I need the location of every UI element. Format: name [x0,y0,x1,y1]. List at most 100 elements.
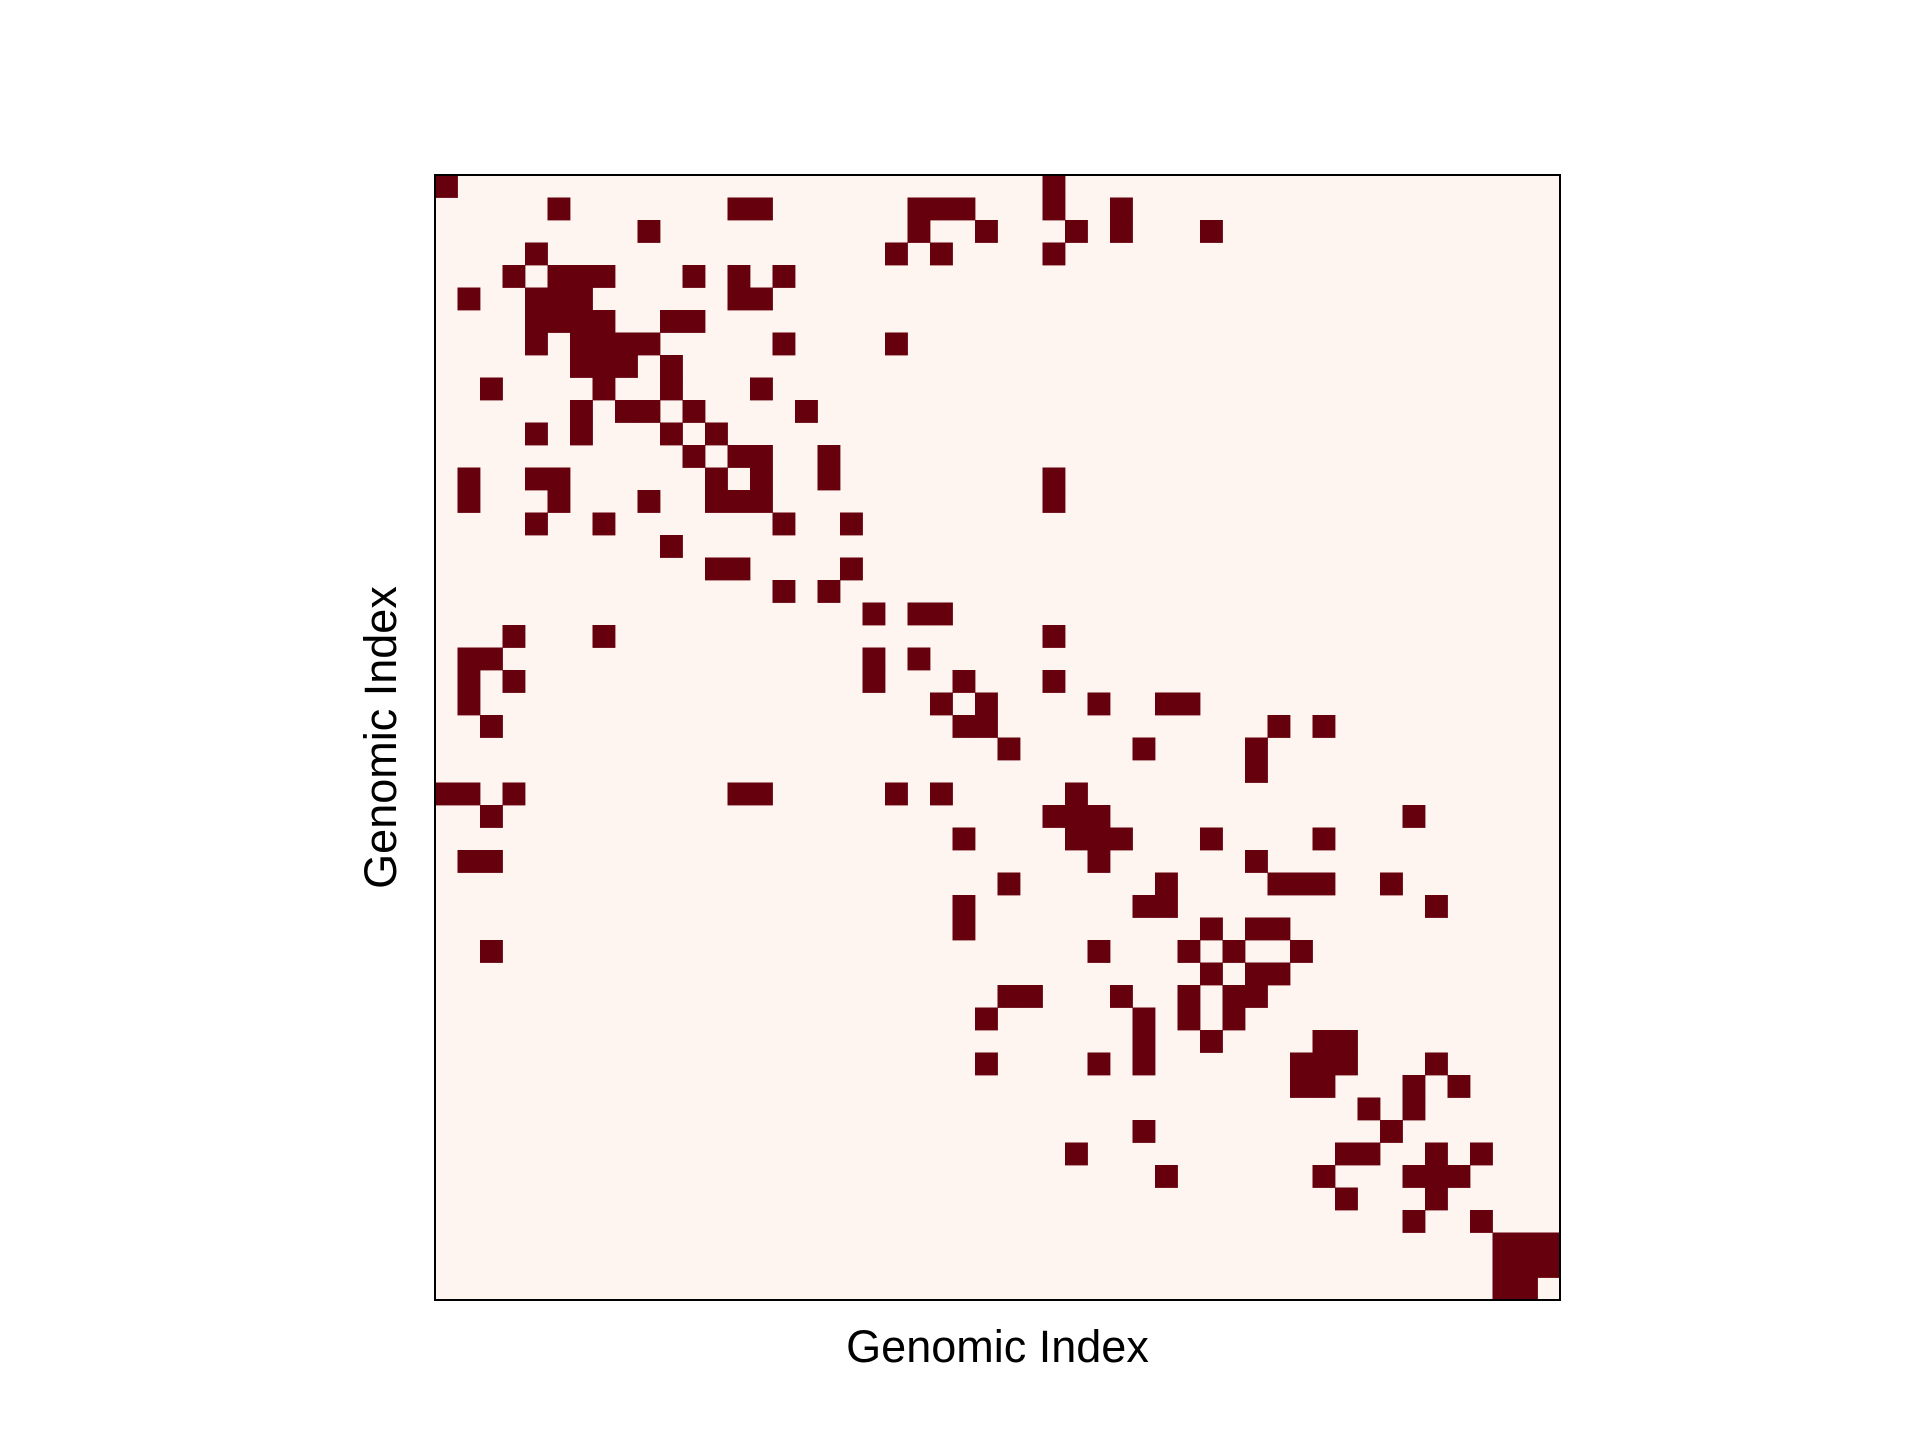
heatmap-cell [1515,1277,1538,1301]
heatmap-cell [1110,827,1133,851]
heatmap-cell [592,377,616,401]
heatmap-cell [705,557,728,581]
heatmap-cell [1042,175,1066,198]
heatmap-cell [525,467,548,491]
heatmap-cell [997,872,1021,896]
heatmap-cell [1245,850,1268,873]
heatmap-cell [1222,985,1246,1008]
heatmap-cell [1155,1165,1178,1188]
heatmap-cell [547,287,571,311]
heatmap-cell [727,490,751,513]
heatmap-cell [1065,805,1088,828]
heatmap-cell [1267,872,1291,896]
heatmap-cell [1380,872,1403,896]
heatmap-cell [1110,220,1133,243]
heatmap-cell [1425,1052,1448,1076]
heatmap-cell [952,197,976,221]
heatmap-cell [750,782,773,806]
heatmap-cell [615,400,638,423]
heatmap-cell [1402,805,1426,828]
heatmap-cell [1335,1142,1358,1166]
heatmap-cell [1470,1142,1493,1166]
heatmap-cell [1132,1030,1156,1053]
heatmap-cell [592,625,616,648]
heatmap-cell [480,805,503,828]
heatmap-cell [637,220,661,243]
heatmap-cells [435,175,1561,1301]
heatmap-cell [1132,1120,1156,1143]
heatmap-cell [907,602,931,626]
heatmap-cell [1402,1165,1426,1188]
heatmap-cell [1267,917,1291,941]
heatmap-cell [1425,895,1448,918]
heatmap-cell [885,782,908,806]
heatmap-cell [502,782,526,806]
heatmap-cell [480,647,503,671]
heatmap-cell [1470,1210,1493,1233]
heatmap-cell [750,377,773,401]
heatmap-cell [727,265,751,288]
heatmap-cell [1492,1277,1516,1301]
heatmap-cell [1267,962,1291,986]
heatmap-cell [1537,1232,1561,1256]
heatmap-cell [907,197,931,221]
heatmap-cell [592,265,616,288]
heatmap-cell [1132,895,1156,918]
heatmap-cell [1335,1030,1358,1053]
heatmap-cell [1335,1187,1358,1211]
heatmap-cell [750,287,773,311]
heatmap-cell [1042,467,1066,491]
heatmap-cell [660,355,683,378]
heatmap-cell [1200,220,1223,243]
heatmap-cell [457,490,481,513]
heatmap-cell [750,467,773,491]
heatmap-cell [975,1007,998,1031]
heatmap-cell [772,265,796,288]
heatmap-cell [1042,197,1066,221]
heatmap-cell [772,580,796,603]
heatmap-cell [930,197,953,221]
heatmap-cell [705,490,728,513]
heatmap-cell [1312,827,1336,851]
heatmap-cell [1200,1030,1223,1053]
heatmap-cell [1200,827,1223,851]
heatmap-cell [1087,692,1111,716]
heatmap-cell [457,647,481,671]
heatmap-cell [1155,692,1178,716]
heatmap-cell [480,850,503,873]
heatmap-cell [660,422,683,446]
heatmap-cell [1087,827,1111,851]
heatmap-cell [1087,850,1111,873]
heatmap-cell [952,715,976,738]
heatmap-cell [885,242,908,266]
heatmap-cell [1245,760,1268,783]
heatmap-cell [1132,1052,1156,1076]
heatmap-cell [1537,1255,1561,1278]
heatmap-cell [930,602,953,626]
heatmap-cell [952,895,976,918]
heatmap-cell [772,332,796,356]
heatmap-cell [570,265,593,288]
heatmap-cell [1110,985,1133,1008]
heatmap-cell [1290,1052,1313,1076]
heatmap-cell [1425,1142,1448,1166]
heatmap-cell [525,512,548,536]
heatmap-cell [570,332,593,356]
heatmap-cell [840,512,863,536]
heatmap-cell [637,400,661,423]
heatmap-cell [907,647,931,671]
heatmap-cell [637,490,661,513]
heatmap-cell [1065,827,1088,851]
heatmap-cell [1357,1142,1381,1166]
heatmap-cell [570,287,593,311]
heatmap-cell [570,422,593,446]
heatmap-cell [435,782,458,806]
heatmap-cell [952,917,976,941]
heatmap-cell [840,557,863,581]
heatmap-cell [750,490,773,513]
heatmap-cell [975,715,998,738]
heatmap-cell [1042,490,1066,513]
heatmap-cell [975,220,998,243]
heatmap-cell [1245,737,1268,761]
